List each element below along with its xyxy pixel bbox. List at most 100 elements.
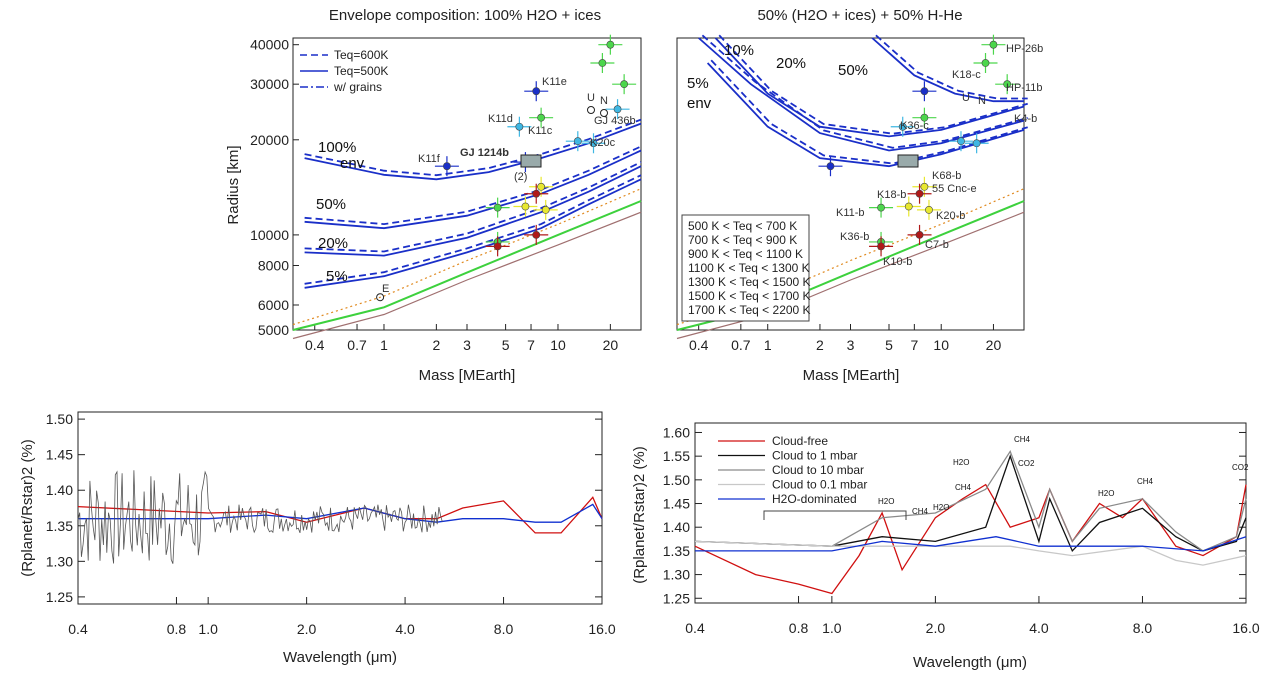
x-tick-label: 8.0 [1133, 620, 1153, 636]
y-tick-label: 40000 [250, 37, 289, 53]
y-tick-label: 1.35 [663, 543, 690, 559]
planet-label: K4-b [1014, 113, 1037, 125]
data-point [920, 113, 929, 122]
data-point [972, 139, 981, 148]
envelope-label: 20% [318, 235, 348, 252]
earthlike-curve [292, 188, 642, 326]
y-tick-label: 1.30 [46, 553, 73, 569]
x-tick-label: 4.0 [1029, 620, 1049, 636]
x-tick-label: 0.7 [347, 337, 367, 353]
molecule-label: CH4 [955, 483, 972, 492]
panel-b-xlabel: Mass [MEarth] [803, 367, 900, 384]
data-point [532, 230, 541, 239]
data-point [493, 242, 502, 251]
legend-label: 500 K < Teq < 700 K [688, 219, 797, 233]
planet-label: K68-b [932, 170, 961, 182]
spectrum-series [694, 540, 1247, 566]
x-tick-label: 3 [463, 337, 471, 353]
y-tick-label: 1.50 [663, 472, 690, 488]
panel-a-plot: 0.4 0.7 1 2 3 5 7 10 20 40000 30000 20000 10000 8000 6… [250, 34, 642, 353]
data-point [521, 202, 530, 211]
x-tick-label: 0.4 [305, 337, 325, 353]
planet-label: K18-c [952, 69, 981, 81]
y-tick-label: 1.30 [663, 567, 690, 583]
x-tick-label: 10 [550, 337, 566, 353]
planet-label: GJ 1214b [460, 147, 509, 159]
data-point [589, 139, 598, 148]
x-tick-label: 2 [816, 337, 824, 353]
earthlike-curve [676, 188, 1025, 326]
envelope-label: 100% [318, 139, 356, 156]
x-tick-label: 16.0 [588, 621, 615, 637]
spectrum-series [695, 536, 1247, 552]
molecule-label: CO2 [1232, 463, 1249, 472]
panel-a-xlabel: Mass [MEarth] [419, 367, 516, 384]
panel-a-title: Envelope composition: 100% H2O + ices [329, 7, 601, 24]
spectrum-series [694, 483, 1247, 595]
panel-c-plot: 0.4 0.8 1.0 2.0 4.0 8.0 16.0 1.50 1.45 1.40 1.35 1.… [46, 411, 616, 637]
planet-label: HP-26b [1006, 43, 1043, 55]
gj1214b-box [897, 154, 919, 168]
molecule-label: CH4 [1014, 435, 1031, 444]
model-curve-solid [714, 37, 1025, 138]
data-point [443, 162, 451, 171]
planet-label: N [978, 95, 986, 107]
envelope-label: 20% [776, 55, 806, 72]
panel-d-ylabel: (Rplanet/Rstar)2 (%) [631, 446, 648, 584]
legend-label: Cloud to 0.1 mbar [772, 478, 867, 492]
planet-label: K11e [542, 76, 567, 88]
observed-spectrum [77, 470, 443, 564]
data-point [826, 162, 835, 171]
data-point [620, 80, 629, 89]
y-tick-label: 5000 [258, 322, 289, 338]
y-tick-label: 8000 [258, 258, 289, 274]
envelope-label: 10% [724, 42, 754, 59]
y-tick-label: 10000 [250, 227, 289, 243]
x-tick-label: 0.4 [685, 620, 705, 636]
panel-c-ylabel: (Rplanet/Rstar)2 (%) [19, 439, 36, 577]
x-tick-label: 10 [933, 337, 949, 353]
planet-label: K20c [590, 137, 616, 149]
iron-curve [676, 211, 1025, 340]
data-point [915, 230, 924, 239]
x-tick-label: 1.0 [822, 620, 842, 636]
y-tick-label: 1.40 [46, 482, 73, 498]
model-curve-solid [304, 178, 642, 289]
envelope-label: env [687, 95, 712, 112]
model-curve-solid [706, 62, 1025, 168]
panel-c-frame [77, 411, 603, 605]
data-point [981, 59, 990, 67]
panel-d-plot: 0.4 0.8 1.0 2.0 4.0 8.0 16.0 1.60 1.55 1.50 1.45 1.… [663, 424, 1260, 636]
earth-marker [376, 293, 385, 302]
y-tick-label: 1.45 [663, 496, 690, 512]
data-point [537, 182, 546, 191]
legend-box [681, 214, 810, 322]
model-curve-dashed [304, 118, 642, 177]
planet-label: K18-b [877, 189, 906, 201]
data-point [613, 105, 622, 114]
x-tick-label: 7 [910, 337, 918, 353]
legend-label: 1500 K < Teq < 1700 K [688, 289, 811, 303]
rock-curve [292, 200, 642, 331]
envelope-label: 50% [316, 196, 346, 213]
model-curve-dashed [304, 161, 642, 253]
y-tick-label: 1.55 [663, 448, 690, 464]
legend-label: Cloud to 1 mbar [772, 449, 857, 463]
x-tick-label: 8.0 [494, 621, 514, 637]
panel-c-xlabel: Wavelength (μm) [283, 649, 397, 666]
y-tick-label: 30000 [250, 76, 289, 92]
data-point [877, 242, 885, 251]
x-tick-label: 2.0 [926, 620, 946, 636]
legend-label: Teq=500K [334, 64, 388, 78]
x-tick-label: 3 [847, 337, 855, 353]
y-tick-label: 1.25 [663, 590, 690, 606]
y-tick-label: 1.50 [46, 411, 73, 427]
data-point [925, 205, 933, 214]
panel-b-title: 50% (H2O + ices) + 50% H-He [757, 7, 962, 24]
x-tick-label: 20 [986, 337, 1002, 353]
model-curve-dashed [710, 59, 1028, 165]
y-tick-label: 1.25 [46, 589, 73, 605]
data-point [957, 137, 965, 146]
data-point [515, 122, 524, 131]
